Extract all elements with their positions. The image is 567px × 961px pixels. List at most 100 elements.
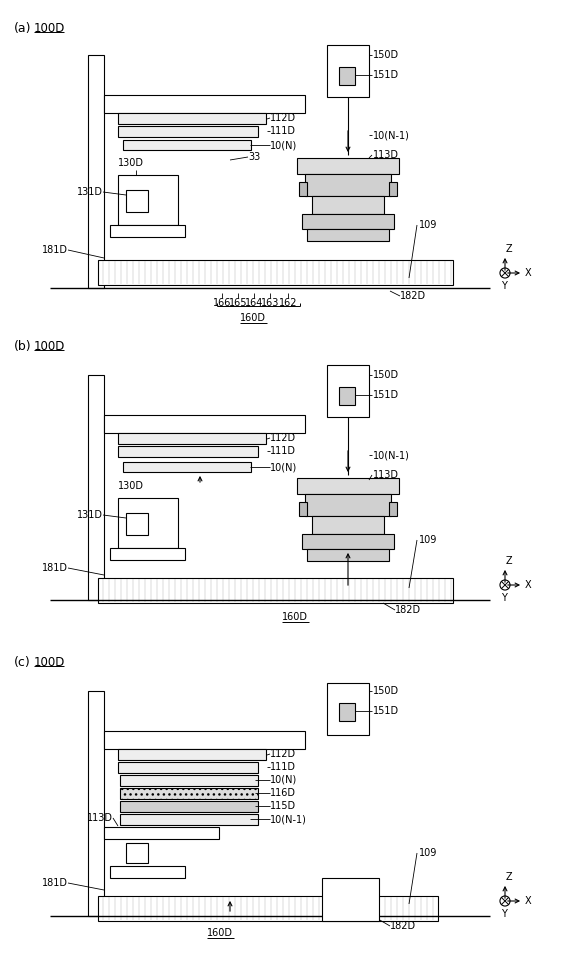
Bar [307, 229, 389, 241]
Text: 150D: 150D [373, 686, 399, 696]
Bar [120, 788, 258, 799]
Text: Z: Z [506, 244, 513, 254]
Text: 10(N): 10(N) [270, 462, 297, 472]
Bar [339, 387, 355, 405]
Text: Y: Y [501, 282, 507, 291]
Bar [118, 113, 266, 124]
Bar [312, 516, 384, 534]
Bar [88, 375, 104, 600]
Text: 100D: 100D [34, 22, 65, 35]
Text: (a): (a) [14, 22, 32, 35]
Text: 109: 109 [419, 848, 437, 858]
Bar [98, 896, 438, 921]
Text: (b): (b) [14, 340, 32, 353]
Text: 181D: 181D [42, 245, 68, 255]
Bar [104, 415, 305, 433]
Bar [305, 174, 391, 196]
Bar [123, 140, 251, 150]
Text: 182D: 182D [400, 291, 426, 301]
Text: 131D: 131D [77, 510, 103, 520]
Text: 10(N): 10(N) [270, 140, 297, 150]
Bar [120, 814, 258, 825]
Text: 160D: 160D [207, 928, 233, 938]
Bar [126, 843, 148, 863]
Bar [110, 548, 185, 560]
Bar [118, 433, 266, 444]
Bar [98, 260, 453, 285]
Text: 10(N-1): 10(N-1) [373, 130, 410, 140]
Bar [110, 866, 185, 878]
Text: 164: 164 [245, 298, 263, 308]
Text: 116D: 116D [270, 788, 296, 798]
Text: 10(N-1): 10(N-1) [270, 814, 307, 824]
Bar [297, 478, 399, 494]
Text: 163: 163 [261, 298, 279, 308]
Text: Y: Y [501, 593, 507, 604]
Text: 181D: 181D [42, 878, 68, 888]
Text: 160D: 160D [240, 313, 266, 323]
Text: 130D: 130D [118, 158, 144, 168]
Text: 113D: 113D [87, 813, 113, 823]
Bar [339, 67, 355, 85]
Text: 160D: 160D [282, 612, 308, 622]
Text: 181D: 181D [42, 563, 68, 573]
Text: 182D: 182D [390, 921, 416, 931]
Bar [339, 703, 355, 721]
Text: (c): (c) [14, 656, 31, 669]
Bar [88, 691, 104, 916]
Bar [299, 502, 307, 516]
Text: 151D: 151D [373, 706, 399, 716]
Text: 130D: 130D [118, 481, 144, 491]
Text: 151D: 151D [373, 70, 399, 80]
Text: 100D: 100D [34, 340, 65, 353]
Text: X: X [525, 268, 532, 278]
Text: 162: 162 [279, 298, 297, 308]
Text: 166: 166 [213, 298, 231, 308]
Text: Y: Y [501, 909, 507, 919]
Text: 10(N-1): 10(N-1) [373, 450, 410, 460]
Text: 131D: 131D [77, 187, 103, 197]
Bar [302, 214, 394, 229]
Text: 182D: 182D [395, 605, 421, 615]
Bar [118, 749, 266, 760]
Text: X: X [525, 896, 532, 906]
Text: Z: Z [506, 556, 513, 566]
Bar [389, 502, 397, 516]
Text: 112D: 112D [270, 113, 296, 123]
Text: 150D: 150D [373, 370, 399, 380]
Bar [118, 446, 258, 457]
Text: 165: 165 [229, 298, 247, 308]
Text: X: X [525, 580, 532, 590]
Text: 115D: 115D [270, 801, 296, 811]
Bar [126, 513, 148, 535]
Bar [327, 45, 369, 97]
Text: 111D: 111D [270, 762, 296, 772]
Bar [104, 731, 305, 749]
Bar [118, 126, 258, 137]
Bar [120, 801, 258, 812]
Bar [307, 549, 389, 561]
Bar [327, 683, 369, 735]
Text: 151D: 151D [373, 390, 399, 400]
Bar [118, 175, 178, 225]
Bar [110, 225, 185, 237]
Text: 113D: 113D [373, 470, 399, 480]
Bar [118, 762, 258, 773]
Bar [126, 190, 148, 212]
Bar [104, 95, 305, 113]
Text: 109: 109 [419, 220, 437, 230]
Bar [297, 158, 399, 174]
Text: 10(N): 10(N) [270, 775, 297, 785]
Bar [327, 365, 369, 417]
Bar [120, 775, 258, 786]
Text: 150D: 150D [373, 50, 399, 60]
Bar [104, 827, 219, 839]
Text: 112D: 112D [270, 749, 296, 759]
Text: 109: 109 [419, 535, 437, 545]
Bar [322, 878, 379, 921]
Text: 100D: 100D [34, 656, 65, 669]
Text: 113D: 113D [373, 150, 399, 160]
Text: Z: Z [506, 872, 513, 882]
Bar [299, 182, 307, 196]
Text: 111D: 111D [270, 126, 296, 136]
